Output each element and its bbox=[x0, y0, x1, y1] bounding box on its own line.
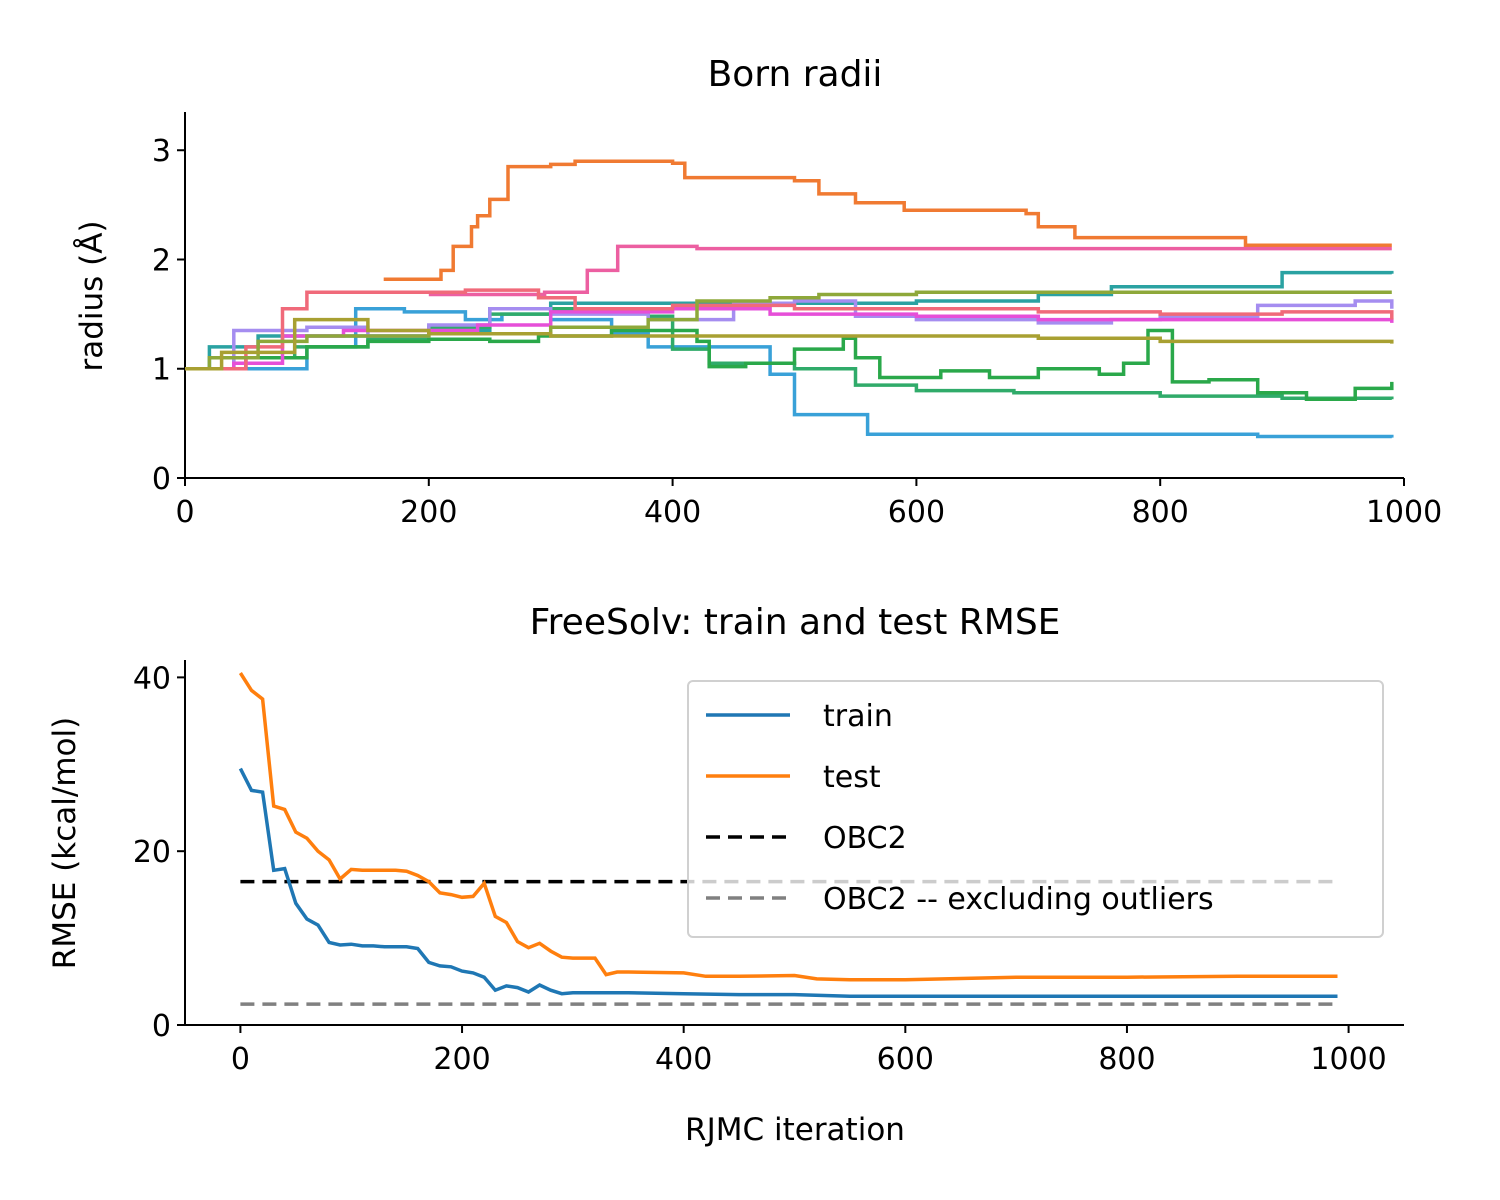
legend-label: train bbox=[823, 699, 893, 734]
radius-series-line-11 bbox=[185, 317, 1394, 371]
legend-box bbox=[687, 680, 1384, 938]
y-tick-label: 1 bbox=[152, 353, 171, 388]
x-tick-label: 200 bbox=[433, 1042, 490, 1077]
radius-series-line-5 bbox=[185, 306, 1394, 400]
radius-series-line-2 bbox=[428, 244, 1392, 297]
radius-series-line-10 bbox=[185, 290, 1392, 371]
y-tick-label: 0 bbox=[152, 1009, 171, 1044]
radius-series-line-6 bbox=[185, 328, 1394, 402]
x-tick-label: 200 bbox=[400, 495, 457, 530]
rmse-panel: FreeSolv: train and test RMSE RMSE (kcal… bbox=[47, 602, 1404, 1148]
x-tick-label: 600 bbox=[877, 1042, 934, 1077]
y-tick-label: 3 bbox=[152, 134, 171, 169]
x-tick-label: 0 bbox=[175, 495, 194, 530]
born-radii-panel: Born radii radius (Å) 0 200 400 600 800 1000 0… bbox=[74, 54, 1442, 530]
x-tick-label: 800 bbox=[1132, 495, 1189, 530]
y-axis-label: RMSE (kcal/mol) bbox=[47, 717, 83, 969]
radius-series-line-7 bbox=[185, 299, 1394, 371]
chart-title: Born radii bbox=[708, 54, 883, 95]
legend: train test OBC2 OBC2 -- excluding outliers bbox=[687, 680, 1384, 938]
x-tick-label: 0 bbox=[231, 1042, 250, 1077]
y-axis-label: radius (Å) bbox=[74, 220, 110, 371]
x-axis-label: RJMC iteration bbox=[685, 1112, 905, 1148]
radius-series-line-4 bbox=[185, 270, 1394, 371]
radius-series-line-1 bbox=[383, 159, 1392, 281]
y-tick-label: 2 bbox=[152, 243, 171, 278]
legend-label: test bbox=[823, 760, 881, 795]
x-tick-label: 400 bbox=[644, 495, 701, 530]
x-tick-label: 600 bbox=[888, 495, 945, 530]
radius-series-line-9 bbox=[185, 288, 1394, 371]
x-tick-label: 1000 bbox=[1310, 1042, 1386, 1077]
chart-title: FreeSolv: train and test RMSE bbox=[530, 602, 1061, 643]
test-line bbox=[238, 672, 1338, 982]
legend-label: OBC2 -- excluding outliers bbox=[823, 882, 1214, 917]
legend-label: OBC2 bbox=[823, 821, 907, 856]
y-tick-label: 40 bbox=[133, 661, 171, 696]
train-line bbox=[238, 767, 1338, 999]
x-tick-label: 400 bbox=[655, 1042, 712, 1077]
y-tick-label: 20 bbox=[133, 835, 171, 870]
x-tick-label: 800 bbox=[1098, 1042, 1155, 1077]
y-tick-label: 0 bbox=[152, 462, 171, 497]
x-tick-label: 1000 bbox=[1366, 495, 1442, 530]
